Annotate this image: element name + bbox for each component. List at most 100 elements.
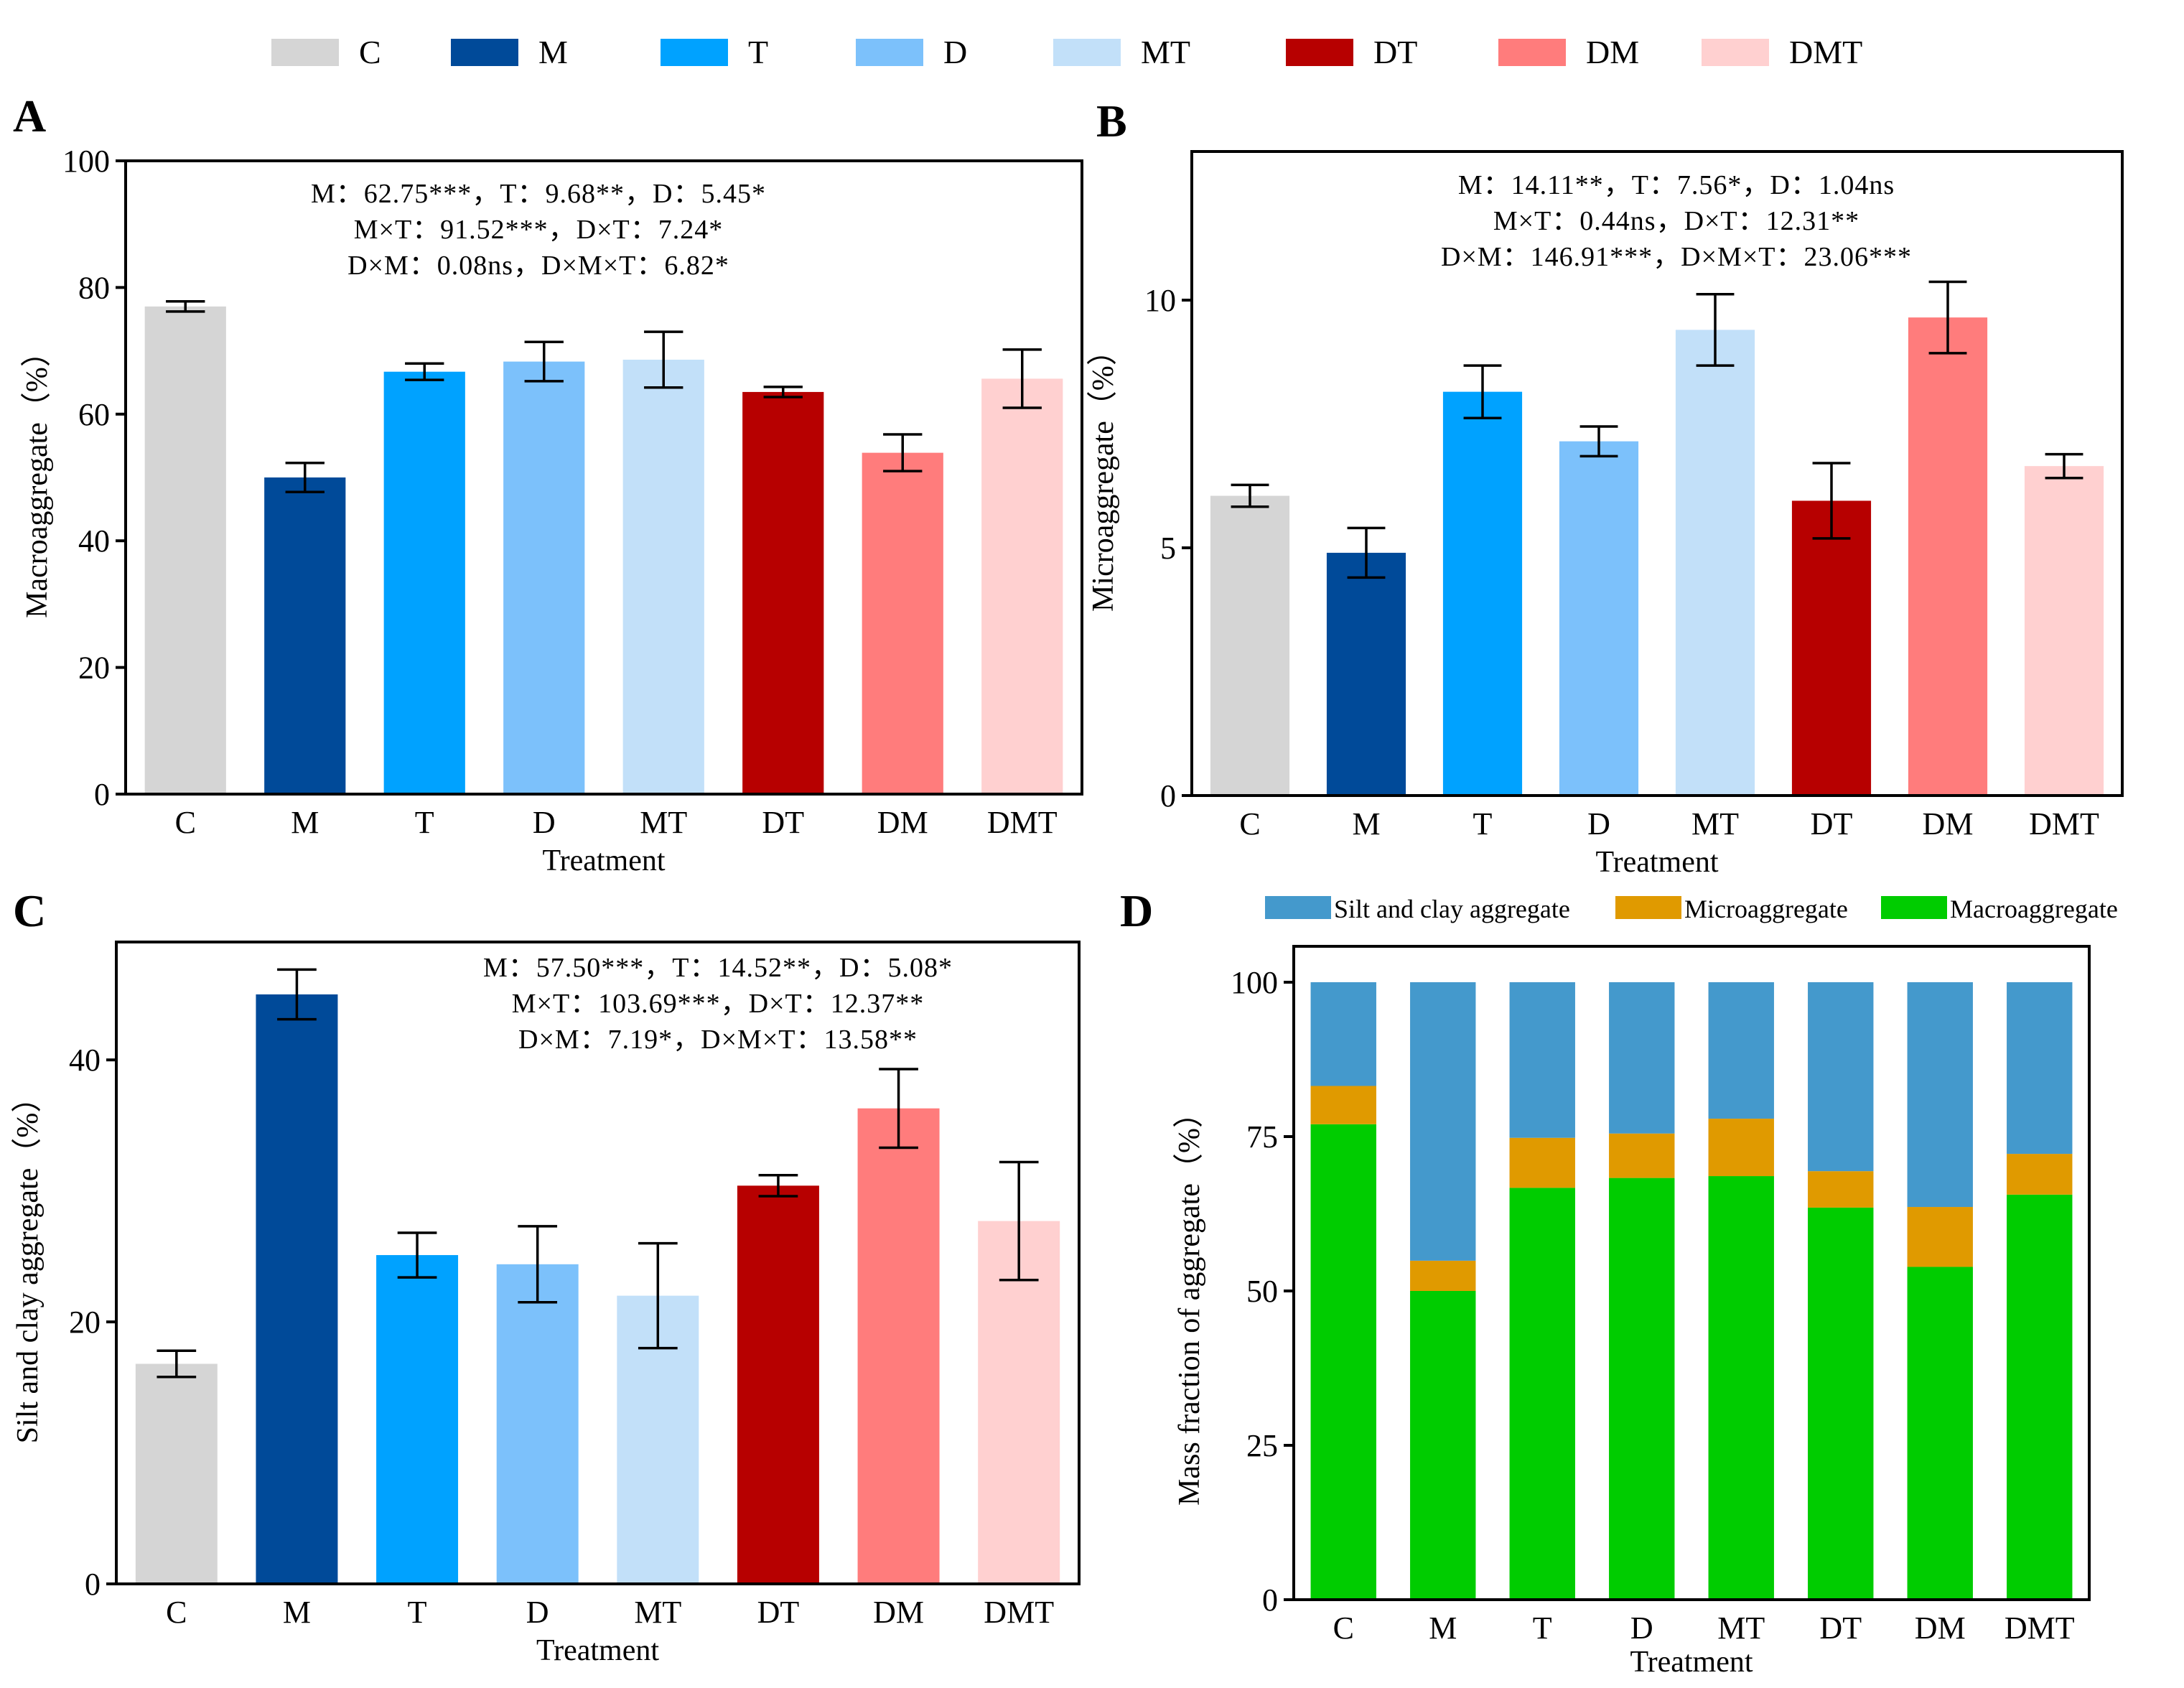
legend-label-d: D [943, 34, 967, 70]
legend-label-mt: MT [1141, 34, 1190, 70]
bar-c-dmt [978, 1221, 1060, 1584]
panel-a-macroaggregate-chart: C M T D MT DT DM DMT020406080100TreatmentMacroa… [21, 144, 1083, 877]
bar-a-dmt [981, 378, 1063, 794]
x-axis-label-d: Treatment [1630, 1646, 1753, 1679]
bar-b-d [1559, 441, 1639, 796]
error-bar-a-d [524, 340, 564, 383]
stack-microaggregate-dt [1808, 1171, 1874, 1208]
y-axis-label-c: Silt and clay aggregate（%） [11, 1083, 45, 1444]
error-bar-b-d [1579, 425, 1618, 458]
stack-silt-and-clay-aggregate-d [1609, 982, 1675, 1134]
bar-a-dt [742, 391, 824, 794]
stack-macroaggregate-dmt [2007, 1194, 2073, 1600]
stack-legend-swatch-microaggregate [1615, 896, 1681, 919]
y-tick-d-0: 0 [1262, 1582, 1278, 1618]
x-tick-a-mt: MT [640, 805, 687, 840]
bar-b-c [1210, 495, 1290, 796]
error-bar-a-t [405, 362, 444, 381]
x-tick-b-c: C [1239, 806, 1260, 841]
error-bar-c-dm [879, 1068, 918, 1150]
x-tick-a-d: D [533, 805, 556, 840]
x-tick-a-dm: DM [877, 805, 928, 840]
y-tick-a-0: 0 [94, 777, 110, 812]
error-bar-b-mt [1696, 292, 1735, 367]
y-tick-b-0: 0 [1160, 778, 1176, 813]
y-tick-c-40: 40 [69, 1043, 101, 1078]
stack-macroaggregate-dm [1907, 1267, 1973, 1600]
stack-macroaggregate-dt [1808, 1207, 1874, 1600]
x-tick-d-d: D [1630, 1610, 1653, 1646]
legend-swatch-dm [1498, 39, 1566, 66]
x-tick-c-dt: DT [757, 1595, 800, 1630]
x-tick-a-dt: DT [762, 805, 804, 840]
x-tick-b-dt: DT [1811, 806, 1853, 841]
legend-swatch-m [451, 39, 518, 66]
stack-silt-and-clay-aggregate-dt [1808, 982, 1874, 1172]
stack-macroaggregate-m [1410, 1291, 1476, 1600]
legend-label-dt: DT [1373, 34, 1417, 70]
error-bar-a-dmt [1002, 348, 1042, 409]
error-bar-c-dmt [999, 1160, 1039, 1282]
panel-b-microaggregate-chart: C M T D MT DT DM DMT0510TreatmentMicroaggregate… [1087, 150, 2124, 879]
stack-microaggregate-c [1310, 1086, 1376, 1124]
y-tick-a-40: 40 [78, 523, 110, 559]
bar-a-dm [862, 452, 943, 794]
x-tick-c-mt: MT [634, 1595, 681, 1630]
stack-microaggregate-t [1509, 1137, 1575, 1188]
bar-c-dm [857, 1108, 940, 1584]
x-tick-a-dmt: DMT [987, 805, 1058, 840]
bar-b-dm [1908, 317, 1988, 796]
stack-macroaggregate-mt [1708, 1176, 1774, 1600]
plot-frame-b [1190, 150, 2124, 797]
y-tick-b-5: 5 [1160, 531, 1176, 566]
y-tick-c-0: 0 [85, 1567, 101, 1602]
stat-line-b-1: M：14.11**，T：7.56*，D：1.04ns [1458, 170, 1895, 200]
legend-label-t: T [748, 34, 768, 70]
y-tick-b-10: 10 [1144, 283, 1176, 318]
x-tick-c-m: M [283, 1595, 311, 1630]
panel-letter-a: A [13, 90, 46, 141]
error-bar-c-d [518, 1225, 558, 1304]
y-axis-label-b: Microaggregate（%） [1087, 335, 1120, 612]
x-tick-b-m: M [1352, 806, 1380, 841]
bar-b-dt [1791, 500, 1872, 796]
y-tick-d-25: 25 [1246, 1428, 1278, 1463]
legend-label-dm: DM [1586, 34, 1639, 70]
stat-line-b-3: D×M：146.91***，D×M×T：23.06*** [1441, 242, 1912, 272]
legend-swatch-d [856, 39, 923, 66]
x-tick-d-dmt: DMT [2005, 1610, 2075, 1646]
legend-swatch-dt [1286, 39, 1353, 66]
plot-frame-a [124, 159, 1083, 796]
x-tick-a-t: T [415, 805, 434, 840]
stat-line-a-1: M：62.75***，T：9.68**，D：5.45* [311, 179, 766, 209]
x-tick-d-t: T [1533, 1610, 1552, 1646]
stack-microaggregate-dm [1907, 1207, 1973, 1267]
error-bar-b-t [1463, 364, 1502, 419]
error-bar-c-dt [758, 1174, 798, 1198]
stack-microaggregate-mt [1708, 1119, 1774, 1177]
error-bar-c-mt [638, 1241, 678, 1350]
stack-silt-and-clay-aggregate-m [1410, 982, 1476, 1261]
error-bar-a-dm [883, 433, 923, 472]
x-axis-label-b: Treatment [1595, 846, 1718, 879]
error-bar-b-m [1347, 526, 1386, 579]
panel-letter-c: C [13, 885, 46, 936]
legend-label-dmt: DMT [1789, 34, 1862, 70]
error-bar-a-m [285, 461, 325, 494]
error-bar-c-c [157, 1349, 197, 1379]
panel-letter-d: D [1120, 885, 1153, 936]
error-bar-a-dt [763, 386, 803, 398]
stack-microaggregate-d [1609, 1133, 1675, 1178]
bar-b-mt [1675, 330, 1755, 796]
bar-b-t [1442, 391, 1523, 796]
x-tick-b-t: T [1473, 806, 1493, 841]
y-axis-label-d: Mass fraction of aggregate（%） [1173, 1098, 1206, 1506]
stack-silt-and-clay-aggregate-dm [1907, 982, 1973, 1208]
x-tick-c-t: T [408, 1595, 427, 1630]
y-tick-c-20: 20 [69, 1305, 101, 1340]
stack-macroaggregate-c [1310, 1124, 1376, 1600]
stack-macroaggregate-d [1609, 1178, 1675, 1600]
error-bar-b-dt [1812, 462, 1851, 540]
stat-line-c-3: D×M：7.19*，D×M×T：13.58** [518, 1025, 918, 1055]
